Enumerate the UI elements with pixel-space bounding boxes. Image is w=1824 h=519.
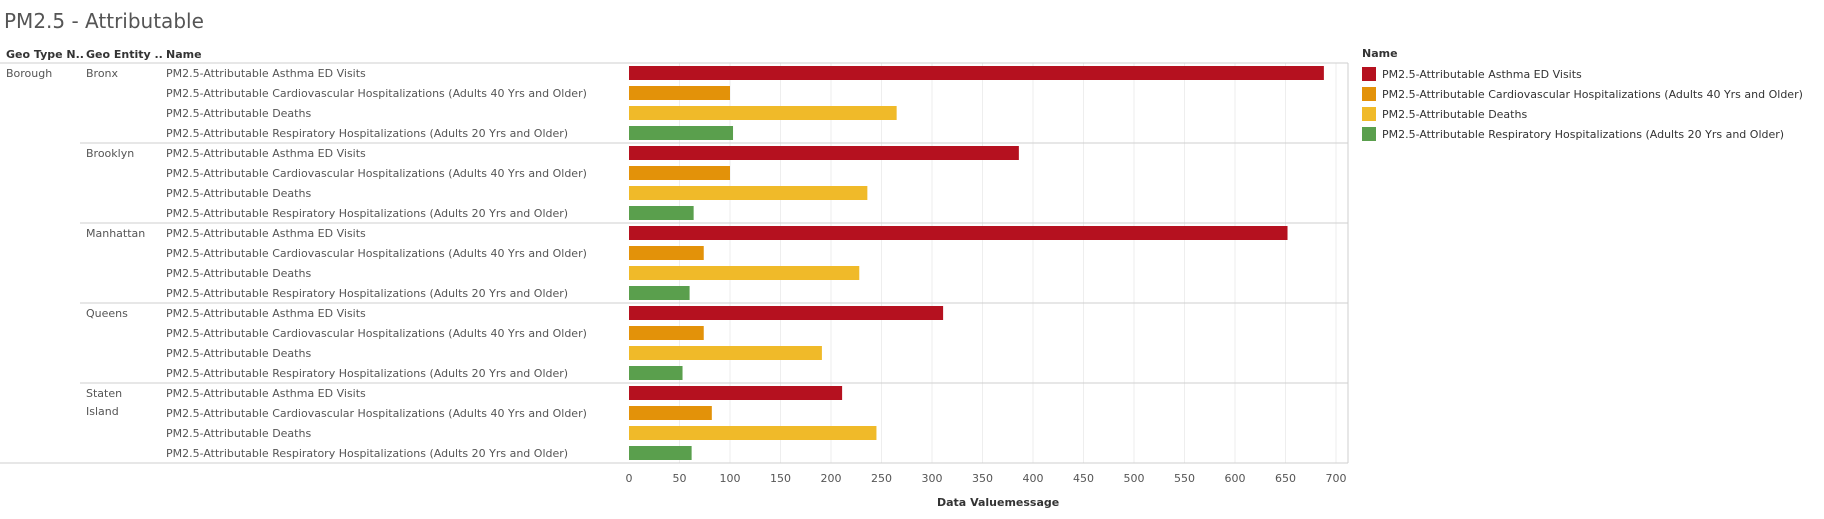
row-label: PM2.5-Attributable Asthma ED Visits xyxy=(166,387,366,400)
bar xyxy=(629,66,1324,80)
row-label: PM2.5-Attributable Respiratory Hospitali… xyxy=(166,127,568,140)
row-label: PM2.5-Attributable Cardiovascular Hospit… xyxy=(166,167,587,180)
header-geo-type[interactable]: Geo Type N.. xyxy=(6,48,84,61)
bar xyxy=(629,446,692,460)
row-label: PM2.5-Attributable Cardiovascular Hospit… xyxy=(166,87,587,100)
bar xyxy=(629,426,877,440)
row-label: PM2.5-Attributable Respiratory Hospitali… xyxy=(166,447,568,460)
bar xyxy=(629,86,730,100)
x-tick-label: 650 xyxy=(1275,472,1296,485)
row-label: PM2.5-Attributable Asthma ED Visits xyxy=(166,227,366,240)
geo-entity-label: Brooklyn xyxy=(86,147,134,160)
x-tick-label: 100 xyxy=(720,472,741,485)
row-label: PM2.5-Attributable Respiratory Hospitali… xyxy=(166,207,568,220)
x-tick-label: 700 xyxy=(1326,472,1347,485)
x-tick-label: 450 xyxy=(1073,472,1094,485)
bar xyxy=(629,266,860,280)
x-tick-label: 250 xyxy=(871,472,892,485)
bar xyxy=(629,146,1019,160)
legend-item[interactable]: PM2.5-Attributable Deaths xyxy=(1362,104,1803,124)
x-tick-label: 300 xyxy=(922,472,943,485)
bar xyxy=(629,166,730,180)
legend-item[interactable]: PM2.5-Attributable Asthma ED Visits xyxy=(1362,64,1803,84)
header-geo-entity[interactable]: Geo Entity .. xyxy=(86,48,163,61)
row-label: PM2.5-Attributable Deaths xyxy=(166,267,311,280)
geo-entity-label: Manhattan xyxy=(86,227,145,240)
x-tick-label: 150 xyxy=(770,472,791,485)
bar xyxy=(629,326,704,340)
legend-swatch xyxy=(1362,67,1376,81)
legend-swatch xyxy=(1362,87,1376,101)
row-label: PM2.5-Attributable Deaths xyxy=(166,107,311,120)
x-tick-label: 200 xyxy=(821,472,842,485)
bar xyxy=(629,226,1288,240)
x-tick-label: 600 xyxy=(1225,472,1246,485)
geo-entity-label: Island xyxy=(86,405,119,418)
x-axis-label: Data Valuemessage xyxy=(937,496,1060,509)
legend-title: Name xyxy=(1362,47,1398,60)
legend-label: PM2.5-Attributable Asthma ED Visits xyxy=(1382,67,1582,81)
legend-swatch xyxy=(1362,107,1376,121)
geo-entity-label: Staten xyxy=(86,387,122,400)
x-tick-label: 400 xyxy=(1023,472,1044,485)
geo-entity-label: Queens xyxy=(86,307,128,320)
bar xyxy=(629,186,868,200)
x-tick-label: 350 xyxy=(972,472,993,485)
header-name[interactable]: Name xyxy=(166,48,202,61)
row-label: PM2.5-Attributable Deaths xyxy=(166,347,311,360)
legend-swatch xyxy=(1362,127,1376,141)
geo-type-label: Borough xyxy=(6,67,52,80)
row-label: PM2.5-Attributable Respiratory Hospitali… xyxy=(166,367,568,380)
x-tick-label: 500 xyxy=(1124,472,1145,485)
legend-label: PM2.5-Attributable Cardiovascular Hospit… xyxy=(1382,87,1803,101)
row-label: PM2.5-Attributable Respiratory Hospitali… xyxy=(166,287,568,300)
bar xyxy=(629,306,944,320)
row-label: PM2.5-Attributable Cardiovascular Hospit… xyxy=(166,247,587,260)
row-label: PM2.5-Attributable Asthma ED Visits xyxy=(166,307,366,320)
page-title: PM2.5 - Attributable xyxy=(4,9,204,33)
row-label: PM2.5-Attributable Deaths xyxy=(166,427,311,440)
bar xyxy=(629,106,897,120)
row-label: PM2.5-Attributable Cardiovascular Hospit… xyxy=(166,407,587,420)
x-tick-label: 50 xyxy=(673,472,687,485)
geo-entity-label: Bronx xyxy=(86,67,119,80)
x-tick-label: 0 xyxy=(626,472,633,485)
bar xyxy=(629,406,712,420)
row-label: PM2.5-Attributable Asthma ED Visits xyxy=(166,67,366,80)
row-label: PM2.5-Attributable Cardiovascular Hospit… xyxy=(166,327,587,340)
bar xyxy=(629,206,694,220)
bar xyxy=(629,386,843,400)
legend: PM2.5-Attributable Asthma ED Visits PM2.… xyxy=(1362,64,1803,144)
bar-chart: Borough Bronx PM2.5-Attributable Asthma ED… xyxy=(0,62,1349,485)
legend-label: PM2.5-Attributable Deaths xyxy=(1382,107,1528,121)
legend-label: PM2.5-Attributable Respiratory Hospitali… xyxy=(1382,127,1785,141)
legend-item[interactable]: PM2.5-Attributable Respiratory Hospitali… xyxy=(1362,124,1803,144)
bar xyxy=(629,246,704,260)
legend-item[interactable]: PM2.5-Attributable Cardiovascular Hospit… xyxy=(1362,84,1803,104)
row-label: PM2.5-Attributable Asthma ED Visits xyxy=(166,147,366,160)
bar xyxy=(629,286,690,300)
bar xyxy=(629,346,822,360)
bar xyxy=(629,126,734,140)
bar xyxy=(629,366,683,380)
x-tick-label: 550 xyxy=(1174,472,1195,485)
row-label: PM2.5-Attributable Deaths xyxy=(166,187,311,200)
